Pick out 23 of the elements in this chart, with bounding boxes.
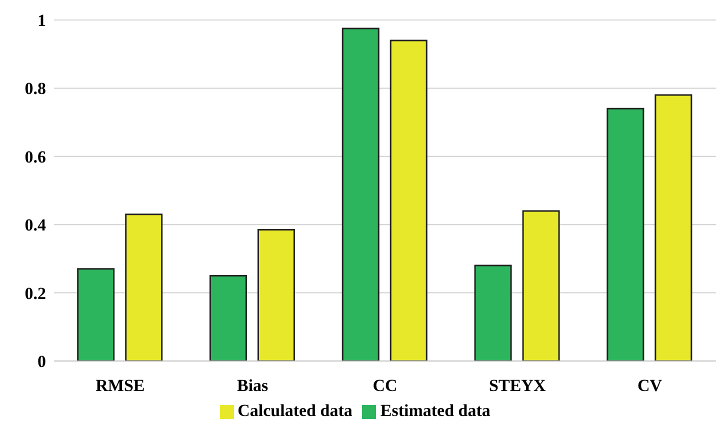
x-tick-label: CC xyxy=(372,376,398,396)
bar xyxy=(390,40,428,361)
y-tick-label: 0.4 xyxy=(24,216,46,235)
legend-label: Estimated data xyxy=(380,401,490,420)
y-tick-label: 0 xyxy=(38,352,46,372)
bar xyxy=(474,264,512,361)
bar xyxy=(654,94,692,361)
legend-label: Calculated data xyxy=(238,401,352,420)
x-tick-label: CV xyxy=(638,376,663,396)
y-tick-label: 1 xyxy=(38,11,46,30)
bar xyxy=(606,108,644,361)
x-tick-label: STEYX xyxy=(489,376,546,396)
bar xyxy=(209,275,247,361)
x-tick-label: Bias xyxy=(237,376,269,396)
bar xyxy=(125,214,163,361)
bar xyxy=(342,28,380,361)
bar xyxy=(257,228,295,361)
x-tick-label: RMSE xyxy=(96,376,145,396)
y-tick-label: 0.2 xyxy=(24,284,46,303)
y-tick-label: 0.8 xyxy=(24,79,46,98)
y-tick-label: 0.6 xyxy=(24,147,46,166)
bar xyxy=(77,268,115,361)
bar xyxy=(522,210,560,361)
